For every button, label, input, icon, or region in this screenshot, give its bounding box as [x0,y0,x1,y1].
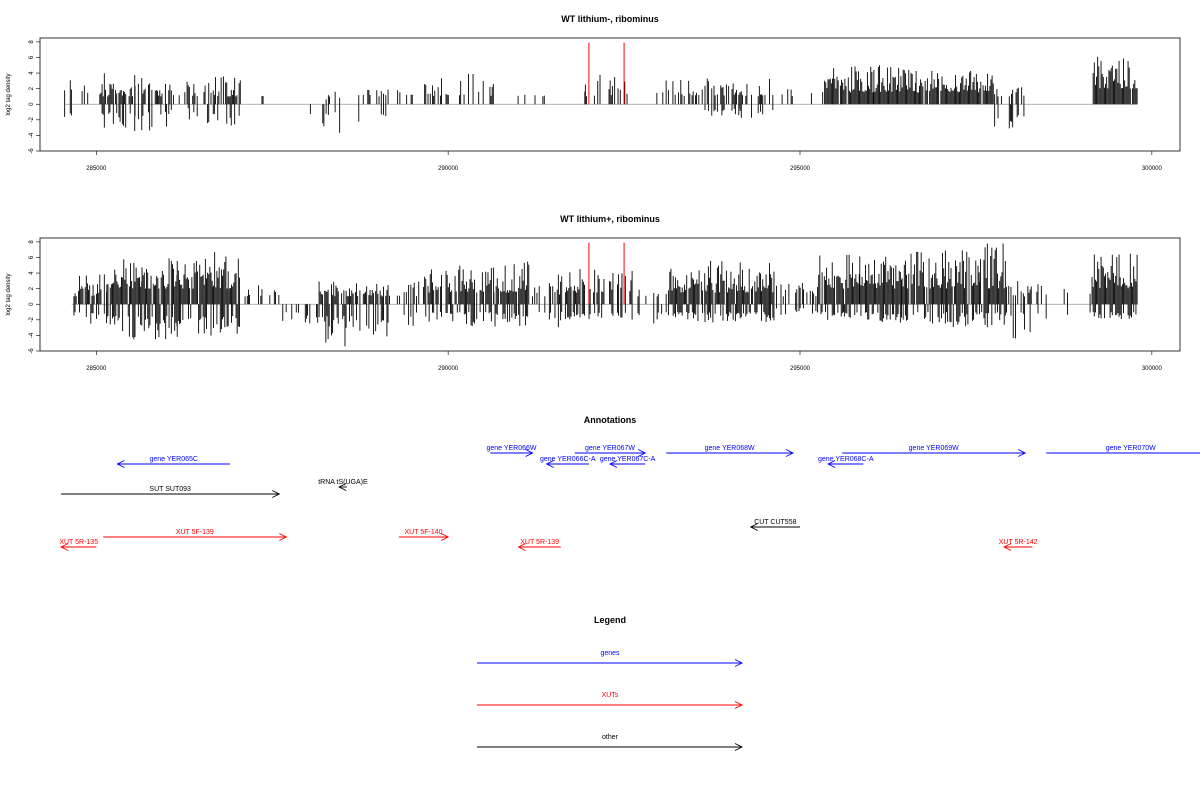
x-tick-label: 295000 [790,166,811,172]
y-tick-label: 0 [29,102,35,106]
arrow-head [440,533,450,541]
arrow-head [272,490,281,498]
y-tick-label: -6 [29,348,35,354]
feature-other: tRNA tS(UGA)E [318,479,368,491]
feature-label: gene YER066C-A [540,456,596,463]
arrow-head [517,543,526,551]
arrow-head [734,701,744,709]
y-tick-label: 6 [29,55,35,59]
x-tick-label: 290000 [438,166,459,172]
y-axis-label: log2 tag density [6,273,12,315]
x-tick-label: 285000 [86,366,107,372]
feature-label: gene YER065C [149,456,198,463]
feature-label: gene YER066W [486,445,536,452]
y-tick-label: -4 [29,132,35,138]
arrow-head [545,460,554,468]
y-tick-label: 4 [29,271,35,275]
arrow-head [60,543,69,551]
feature-gene: gene YER067W [574,445,647,457]
feature-gene: gene YER068W [666,445,794,457]
feature-label: SUT SUT093 [149,486,191,493]
legend-label: XUTs [602,692,619,699]
feature-label: gene YER070W [1106,445,1156,452]
feature-label: XUT 5R-135 [59,539,98,546]
y-tick-label: -4 [29,332,35,338]
feature-label: gene YER068C-A [818,456,874,463]
track-panel: WT lithium-, ribominus -6 -4 -2 0 2 4 6 8 log2 ta… [6,14,1181,172]
feature-XUT: XUT 5R-142 [999,539,1038,551]
track-panel: WT lithium+, ribominus -6 -4 -2 0 2 4 6 8 log2 ta… [6,214,1181,372]
plot-frame [39,237,1181,352]
bar-group [64,56,1138,133]
feature-label: XUT 5R-139 [520,539,559,546]
x-tick-label: 295000 [790,366,811,372]
arrow-head [734,659,744,667]
x-tick-label: 285000 [86,166,107,172]
arrow-head [1017,449,1027,457]
plot-frame [39,37,1181,152]
legend-item: XUTs [477,692,744,709]
y-tick-label: 4 [29,71,35,75]
arrow-head [525,449,534,457]
feature-XUT: XUT 5R-139 [517,539,561,551]
arrow-head [116,460,125,468]
y-tick-label: 0 [29,302,35,306]
legend-title: Legend [594,615,626,625]
arrow-head [785,449,794,457]
x-tick-label: 290000 [438,366,459,372]
feature-label: gene YER068W [705,445,755,452]
feature-gene: gene YER066W [486,445,537,457]
panel-title: WT lithium+, ribominus [560,214,660,224]
arrow-head [734,743,744,751]
feature-label: gene YER067W [585,445,635,452]
y-tick-label: 8 [29,240,35,244]
annotations-panel: Annotations gene YER065C gene YER066W gene … [59,415,1200,551]
y-tick-label: 2 [29,86,35,90]
feature-label: gene YER069W [909,445,959,452]
y-tick-label: 2 [29,286,35,290]
annotations-title: Annotations [584,415,637,425]
arrow-head [637,449,647,457]
y-tick-label: -6 [29,148,35,154]
feature-XUT: XUT 5F-140 [398,529,450,541]
x-tick-label: 300000 [1142,166,1163,172]
y-tick-label: -2 [29,317,35,323]
feature-other: SUT SUT093 [61,486,281,498]
feature-gene: gene YER065C [116,456,230,468]
bar-group [73,243,1138,347]
y-tick-label: 6 [29,255,35,259]
legend-panel: Legend genes XUTs other [477,615,744,751]
feature-label: XUT 5R-142 [999,539,1038,546]
arrow-head [827,460,836,468]
arrow-head [279,533,288,541]
arrow-head [749,523,758,531]
y-axis-label: log2 tag density [6,73,12,115]
feature-gene: gene YER069W [842,445,1027,457]
y-tick-label: 8 [29,40,35,44]
feature-label: XUT 5F-140 [405,529,443,536]
panel-title: WT lithium-, ribominus [561,14,659,24]
legend-item: other [477,734,744,751]
legend-item: genes [477,650,744,667]
x-tick-label: 300000 [1142,366,1163,372]
y-tick-label: -2 [29,117,35,123]
feature-label: XUT 5F-139 [176,529,214,536]
feature-other: CUT CUT558 [749,519,800,531]
feature-label: tRNA tS(UGA)E [318,479,368,486]
feature-gene: gene YER066C-A [540,456,596,468]
feature-gene: gene YER068C-A [818,456,874,468]
feature-label: CUT CUT558 [754,519,796,526]
arrow-head [338,483,347,491]
feature-gene: gene YER070W [1046,445,1200,454]
feature-gene: gene YER067C-A [600,456,656,468]
legend-label: other [602,734,619,741]
feature-XUT: XUT 5R-135 [59,539,98,551]
legend-label: genes [600,650,620,657]
feature-XUT: XUT 5F-139 [103,529,288,541]
arrow-head [608,460,618,468]
arrow-head [1003,543,1012,551]
feature-label: gene YER067C-A [600,456,656,463]
